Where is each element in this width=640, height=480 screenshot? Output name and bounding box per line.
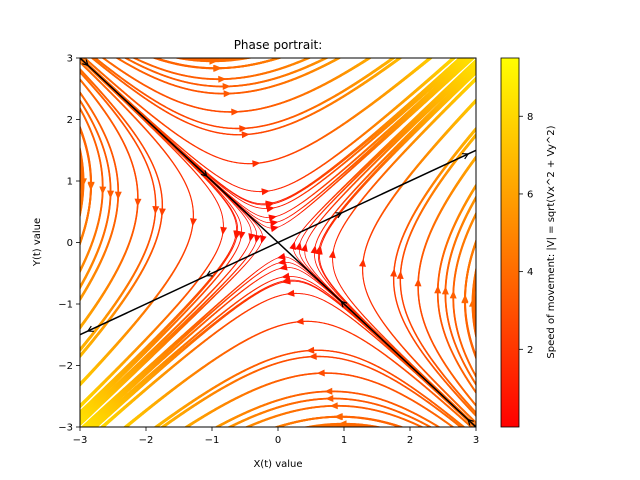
streamline-arrow (239, 125, 248, 133)
streamline-segment (308, 58, 312, 59)
streamline-segment (244, 426, 248, 427)
streamline-segment (80, 270, 81, 274)
chart-title: Phase portrait: (234, 38, 323, 52)
